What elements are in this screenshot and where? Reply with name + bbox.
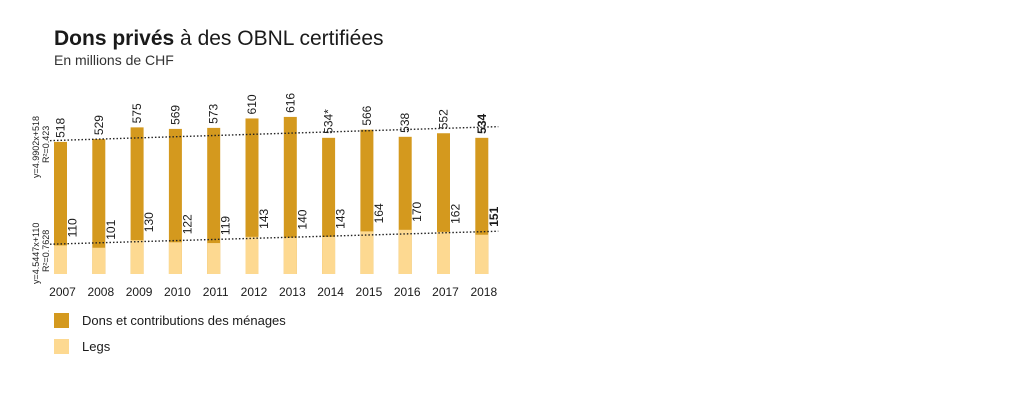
bar-donations-2012 [245,118,259,274]
data-label-legs-2017: 162 [449,204,463,224]
legend-swatch-donations [54,313,69,328]
data-label-donations-2011: 573 [207,104,221,124]
x-tick-2008: 2008 [87,285,114,299]
data-label-donations-2017: 552 [437,109,451,129]
x-tick-2014: 2014 [317,285,344,299]
x-tick-2013: 2013 [279,285,306,299]
data-label-donations-2008: 529 [92,115,106,135]
x-tick-2007: 2007 [49,285,76,299]
data-label-donations-2016: 538 [398,112,412,132]
data-label-donations-2014: 534* [322,109,336,134]
regression-donations-equation: y=4.9902x+518 [31,115,41,178]
data-label-legs-2008: 101 [104,219,118,239]
x-tick-2018: 2018 [470,285,497,299]
bar-donations-2010 [168,128,182,274]
bar-donations-2013 [283,116,297,274]
data-label-donations-2012: 610 [245,94,259,114]
regression-legs-equation: y=4.5447x+110 [31,222,41,284]
data-label-legs-2016: 170 [410,201,424,221]
data-label-legs-2013: 140 [295,209,309,229]
x-tick-2010: 2010 [164,285,191,299]
bar-legs-2013 [283,237,297,274]
bar-legs-2007 [54,245,67,274]
bar-legs-2012 [245,236,259,274]
data-label-donations-2010: 569 [168,105,182,125]
data-label-legs-2007: 110 [66,218,80,237]
x-tick-2011: 2011 [203,285,229,299]
bar-legs-2008 [92,247,106,274]
legend-item-legs: Legs [54,339,110,354]
data-label-legs-2011: 119 [219,216,233,235]
chart-subtitle: En millions de CHF [54,52,174,68]
title-bold: Dons privés [54,27,175,50]
data-label-legs-2018: 151 [487,206,501,226]
data-label-legs-2009: 130 [142,212,156,232]
trendline-legs [49,230,499,245]
trendline-donations [49,125,499,142]
legend-item-donations: Dons et contributions des ménages [54,313,286,328]
regression-donations-r2: R²=0.423 [41,125,51,163]
page-title: Dons privés à des OBNL certifiées [54,27,384,51]
bar-donations-2011 [207,127,221,274]
bar-legs-2018 [475,234,489,274]
data-label-donations-2009: 575 [130,103,144,123]
x-tick-2015: 2015 [356,285,383,299]
bar-legs-2015 [360,231,374,274]
bar-legs-2009 [130,240,144,274]
bar-legs-2011 [207,243,221,274]
legend-swatch-legs [54,339,69,354]
title-rest: à des OBNL certifiées [174,27,384,50]
data-label-legs-2014: 143 [334,208,348,228]
bar-donations-2007 [54,141,67,274]
bar-donations-2008 [92,139,106,274]
bar-donations-2009 [130,127,144,274]
legend-label-donations: Dons et contributions des ménages [82,313,286,328]
bar-legs-2010 [168,242,182,274]
bar-legs-2014 [322,236,336,274]
legend-label-legs: Legs [82,339,111,354]
data-label-donations-2018: 534 [475,113,489,133]
data-label-legs-2012: 143 [257,208,271,228]
x-tick-2009: 2009 [126,285,153,299]
data-label-donations-2007: 518 [54,118,68,138]
bar-legs-2016 [398,229,412,274]
regression-legs-r2: R²=0.7628 [41,229,51,272]
data-label-donations-2013: 616 [283,93,297,113]
x-tick-2012: 2012 [241,285,268,299]
data-label-donations-2015: 566 [360,105,374,125]
x-tick-2016: 2016 [394,285,421,299]
data-label-legs-2015: 164 [372,203,386,223]
x-tick-2017: 2017 [432,285,459,299]
bar-legs-2017 [437,231,450,274]
data-label-legs-2010: 122 [180,214,194,234]
